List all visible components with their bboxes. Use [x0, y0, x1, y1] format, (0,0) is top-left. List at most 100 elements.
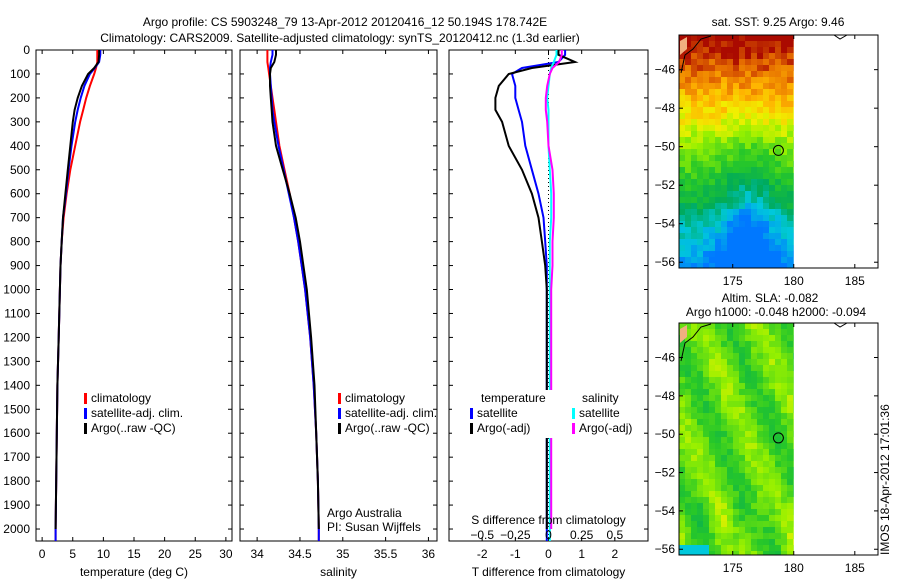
- map-cell: [775, 479, 781, 485]
- legend-swatch: [84, 393, 87, 404]
- map-cell: [763, 347, 769, 353]
- y-tick-label: 1800: [3, 474, 30, 488]
- map-cell: [751, 425, 757, 431]
- map-cell: [781, 221, 787, 227]
- map-cell: [709, 263, 715, 268]
- map-cell: [721, 113, 727, 119]
- map-cell: [781, 329, 787, 335]
- map-cell: [733, 143, 739, 149]
- map-cell: [691, 407, 697, 413]
- map-cell: [757, 425, 763, 431]
- map-cell: [751, 65, 757, 71]
- map-cell: [685, 383, 691, 389]
- map-cell: [715, 263, 721, 268]
- map-cell: [703, 413, 709, 419]
- map-cell: [721, 425, 727, 431]
- map-cell: [757, 455, 763, 461]
- map-cell: [697, 53, 703, 59]
- map-cell: [727, 221, 733, 227]
- y-tick-label: 400: [10, 139, 30, 153]
- map-cell: [709, 143, 715, 149]
- map-cell: [745, 515, 751, 521]
- map-cell: [757, 377, 763, 383]
- map-cell: [733, 401, 739, 407]
- map-cell: [769, 521, 775, 527]
- map-cell: [721, 137, 727, 143]
- map-cell: [757, 221, 763, 227]
- map-cell: [703, 143, 709, 149]
- map-cell: [727, 551, 733, 555]
- map-cell: [781, 497, 787, 503]
- map-cell: [775, 197, 781, 203]
- map-cell: [775, 437, 781, 443]
- x-tick-label: 0: [39, 547, 46, 561]
- map-cell: [685, 437, 691, 443]
- map-cell: [697, 77, 703, 83]
- map-y-tick-label: −52: [655, 466, 676, 480]
- map-cell: [727, 203, 733, 209]
- map-cell: [775, 359, 781, 365]
- map-cell: [679, 389, 685, 395]
- map-cell: [715, 209, 721, 215]
- map-cell: [769, 455, 775, 461]
- map-cell: [775, 485, 781, 491]
- map-cell: [757, 497, 763, 503]
- map-cell: [787, 551, 793, 555]
- map-cell: [763, 425, 769, 431]
- map-cell: [751, 401, 757, 407]
- map-cell: [697, 431, 703, 437]
- map-cell: [769, 419, 775, 425]
- map-cell: [691, 395, 697, 401]
- map-cell: [739, 527, 745, 533]
- map-cell: [697, 509, 703, 515]
- map-cell: [703, 521, 709, 527]
- map-cell: [721, 143, 727, 149]
- map-cell: [745, 185, 751, 191]
- map-cell: [727, 83, 733, 89]
- map-cell: [751, 485, 757, 491]
- map-cell: [703, 221, 709, 227]
- map-cell: [757, 509, 763, 515]
- legend-swatch: [338, 393, 341, 404]
- map-cell: [679, 101, 685, 107]
- map-cell: [739, 443, 745, 449]
- map-cell: [709, 479, 715, 485]
- map-cell: [733, 263, 739, 268]
- map-cell: [769, 545, 775, 551]
- map-cell: [757, 437, 763, 443]
- map-cell: [739, 431, 745, 437]
- map-cell: [679, 347, 685, 353]
- map-cell: [751, 545, 757, 551]
- map-cell: [793, 497, 794, 503]
- map-cell: [757, 341, 763, 347]
- map-cell: [691, 59, 697, 65]
- map-cell: [793, 515, 794, 521]
- map-cell: [775, 455, 781, 461]
- map-cell: [721, 59, 727, 65]
- map-cell: [709, 197, 715, 203]
- map-cell: [715, 341, 721, 347]
- map-cell: [763, 395, 769, 401]
- map-cell: [733, 53, 739, 59]
- map-cell: [745, 77, 751, 83]
- map-cell: [703, 419, 709, 425]
- map-cell: [685, 143, 691, 149]
- map-cell: [703, 173, 709, 179]
- map-cell: [781, 359, 787, 365]
- map-cell: [751, 437, 757, 443]
- map-cell: [703, 437, 709, 443]
- map-cell: [709, 365, 715, 371]
- map-cell: [727, 461, 733, 467]
- map-cell: [781, 527, 787, 533]
- map-cell: [691, 143, 697, 149]
- map-cell: [757, 209, 763, 215]
- map-cell: [769, 41, 775, 47]
- map-cell: [715, 455, 721, 461]
- map-cell: [763, 77, 769, 83]
- map-cell: [691, 41, 697, 47]
- map-title-line-1: Altim. SLA: -0.082: [722, 291, 819, 305]
- map-cell: [691, 245, 697, 251]
- map-cell: [703, 191, 709, 197]
- map-cell: [787, 389, 793, 395]
